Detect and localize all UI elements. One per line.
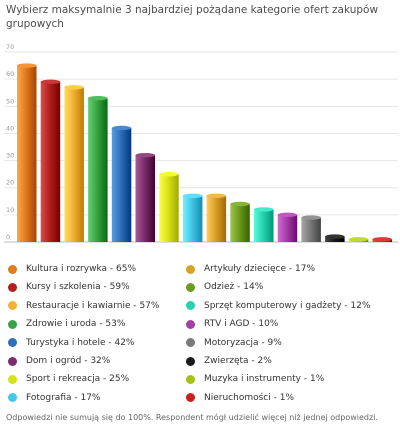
legend-swatch bbox=[8, 282, 17, 292]
legend-swatch bbox=[8, 338, 17, 348]
legend-item: Zdrowie i uroda - 53% bbox=[8, 319, 125, 329]
bar-12 bbox=[277, 214, 298, 242]
legend-swatch bbox=[186, 338, 195, 348]
bar-top-9 bbox=[206, 193, 227, 199]
legend-swatch bbox=[8, 393, 17, 403]
legend-item: Fotografia - 17% bbox=[8, 393, 100, 403]
bar-top-13 bbox=[301, 215, 321, 220]
bar-top-2 bbox=[40, 79, 61, 85]
legend-label: Motoryzacja - 9% bbox=[204, 337, 282, 348]
bar-11 bbox=[254, 209, 274, 242]
legend-swatch bbox=[186, 356, 195, 366]
bar-top-5 bbox=[111, 125, 132, 131]
bar-top-11 bbox=[254, 207, 274, 212]
legend-swatch bbox=[186, 393, 195, 403]
legend-item: Dom i ogród - 32% bbox=[8, 356, 110, 366]
legend-label: Dom i ogród - 32% bbox=[26, 356, 111, 366]
bar-4 bbox=[88, 98, 108, 242]
bar-top-8 bbox=[182, 193, 203, 199]
bar-top-3 bbox=[64, 85, 84, 90]
bar-6 bbox=[135, 155, 155, 242]
legend-swatch bbox=[8, 374, 17, 384]
legend-label: Zwierzęta - 2% bbox=[204, 356, 272, 366]
legend-item: Motoryzacja - 9% bbox=[186, 338, 282, 348]
bar-2 bbox=[40, 81, 61, 242]
legend-label: Zdrowie i uroda - 53% bbox=[26, 319, 126, 330]
bar-9 bbox=[206, 195, 227, 242]
legend-swatch bbox=[186, 374, 195, 384]
legend-label: Kultura i rozrywka - 65% bbox=[26, 264, 136, 274]
bar-13 bbox=[301, 217, 321, 242]
chart-title: Wybierz maksymalnie 3 najbardziej pożąda… bbox=[6, 4, 379, 30]
legend-label: RTV i AGD - 10% bbox=[204, 319, 279, 330]
legend-swatch bbox=[186, 264, 195, 274]
bar-top-4 bbox=[88, 95, 108, 101]
legend-swatch bbox=[186, 282, 195, 292]
bar-8 bbox=[182, 195, 203, 242]
legend-item: Odzież - 14% bbox=[186, 282, 263, 292]
bar-5 bbox=[111, 128, 132, 242]
bar-top-1 bbox=[17, 63, 37, 68]
bar-top-10 bbox=[230, 201, 250, 207]
legend-swatch bbox=[186, 301, 195, 311]
y-tick-label: 70 bbox=[6, 43, 14, 51]
y-tick-label: 20 bbox=[6, 179, 14, 187]
legend-item: Muzyka i instrumenty - 1% bbox=[186, 374, 324, 384]
bar-top-7 bbox=[159, 171, 179, 177]
legend-item: Nieruchomości - 1% bbox=[186, 393, 294, 403]
legend-label: Sport i rekreacja - 25% bbox=[26, 374, 130, 385]
bar-10 bbox=[230, 204, 250, 242]
legend-swatch bbox=[8, 356, 17, 366]
legend-label: Turystyka i hotele - 42% bbox=[26, 337, 135, 348]
legend-label: Odzież - 14% bbox=[204, 282, 264, 293]
legend-label: Nieruchomości - 1% bbox=[204, 392, 294, 403]
bar-top-12 bbox=[277, 212, 298, 218]
legend-item: Zwierzęta - 2% bbox=[186, 356, 272, 366]
y-tick-label: 60 bbox=[6, 70, 14, 78]
legend-label: Restauracje i kawiarnie - 57% bbox=[26, 300, 160, 311]
legend-label: Sprzęt komputerowy i gadżety - 12% bbox=[204, 300, 371, 311]
bar-top-6 bbox=[135, 152, 155, 158]
legend-item: Sport i rekreacja - 25% bbox=[8, 374, 129, 384]
legend-item: RTV i AGD - 10% bbox=[186, 319, 278, 329]
legend-label: Artykuły dziecięce - 17% bbox=[204, 264, 316, 274]
bar-top-15 bbox=[348, 237, 369, 242]
bar-chart: 0 10 20 30 40 50 60 70 bbox=[4, 43, 398, 243]
legend-swatch bbox=[8, 301, 17, 311]
bar-top-16 bbox=[372, 237, 392, 242]
bar-top-14 bbox=[325, 234, 345, 239]
legend-item: Kultura i rozrywka - 65% bbox=[8, 264, 136, 274]
legend-label: Fotografia - 17% bbox=[26, 392, 101, 403]
legend-swatch bbox=[8, 319, 17, 329]
bar-3 bbox=[64, 87, 84, 243]
legend-label: Kursy i szkolenia - 59% bbox=[26, 282, 130, 293]
legend-swatch bbox=[186, 319, 195, 329]
y-tick-label: 10 bbox=[6, 206, 14, 214]
chart-footnote: Odpowiedzi nie sumują się do 100%. Respo… bbox=[6, 413, 378, 422]
legend-item: Artykuły dziecięce - 17% bbox=[186, 264, 315, 274]
legend-item: Sprzęt komputerowy i gadżety - 12% bbox=[186, 301, 370, 311]
bar-7 bbox=[159, 174, 179, 242]
y-tick-label: 50 bbox=[6, 97, 14, 105]
legend-item: Turystyka i hotele - 42% bbox=[8, 338, 134, 348]
bar-14 bbox=[325, 236, 345, 242]
y-tick-label: 40 bbox=[6, 124, 14, 132]
y-tick-label: 0 bbox=[6, 233, 10, 241]
bar-1 bbox=[17, 65, 37, 242]
legend-item: Kursy i szkolenia - 59% bbox=[8, 282, 130, 292]
y-tick-label: 30 bbox=[6, 152, 14, 160]
legend-item: Restauracje i kawiarnie - 57% bbox=[8, 301, 159, 311]
legend-swatch bbox=[8, 264, 17, 274]
legend-label: Muzyka i instrumenty - 1% bbox=[204, 374, 325, 385]
